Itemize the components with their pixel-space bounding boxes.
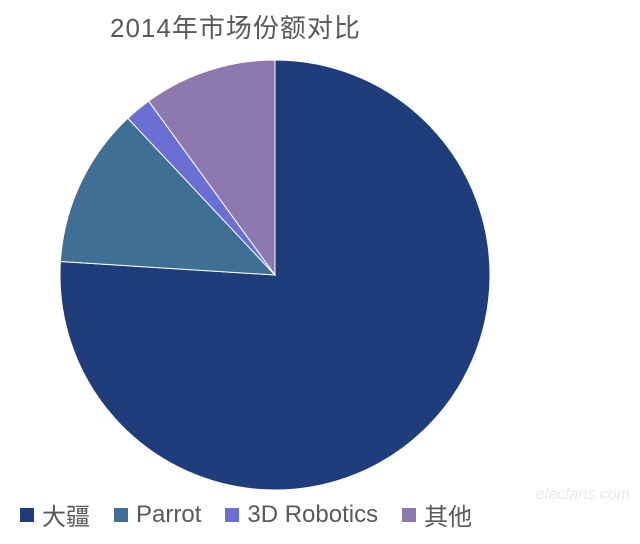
legend-item: Parrot: [114, 501, 201, 529]
pie-svg: [60, 60, 490, 490]
legend-item: 大疆: [20, 497, 90, 532]
legend-item: 其他: [402, 497, 472, 532]
legend-item: 3D Robotics: [225, 501, 378, 529]
legend-label: 3D Robotics: [247, 501, 378, 529]
watermark: elecfans.com: [536, 486, 630, 504]
legend-label: Parrot: [136, 501, 201, 529]
legend: 大疆 Parrot 3D Robotics 其他: [20, 497, 472, 532]
chart-title: 2014年市场份额对比: [110, 8, 361, 45]
legend-label: 其他: [424, 497, 472, 532]
legend-swatch: [402, 508, 416, 522]
legend-label: 大疆: [42, 497, 90, 532]
legend-swatch: [225, 508, 239, 522]
pie-chart: [60, 60, 490, 490]
legend-swatch: [20, 508, 34, 522]
legend-swatch: [114, 508, 128, 522]
chart-container: 2014年市场份额对比 大疆 Parrot 3D Robotics 其他 ele…: [0, 0, 640, 544]
